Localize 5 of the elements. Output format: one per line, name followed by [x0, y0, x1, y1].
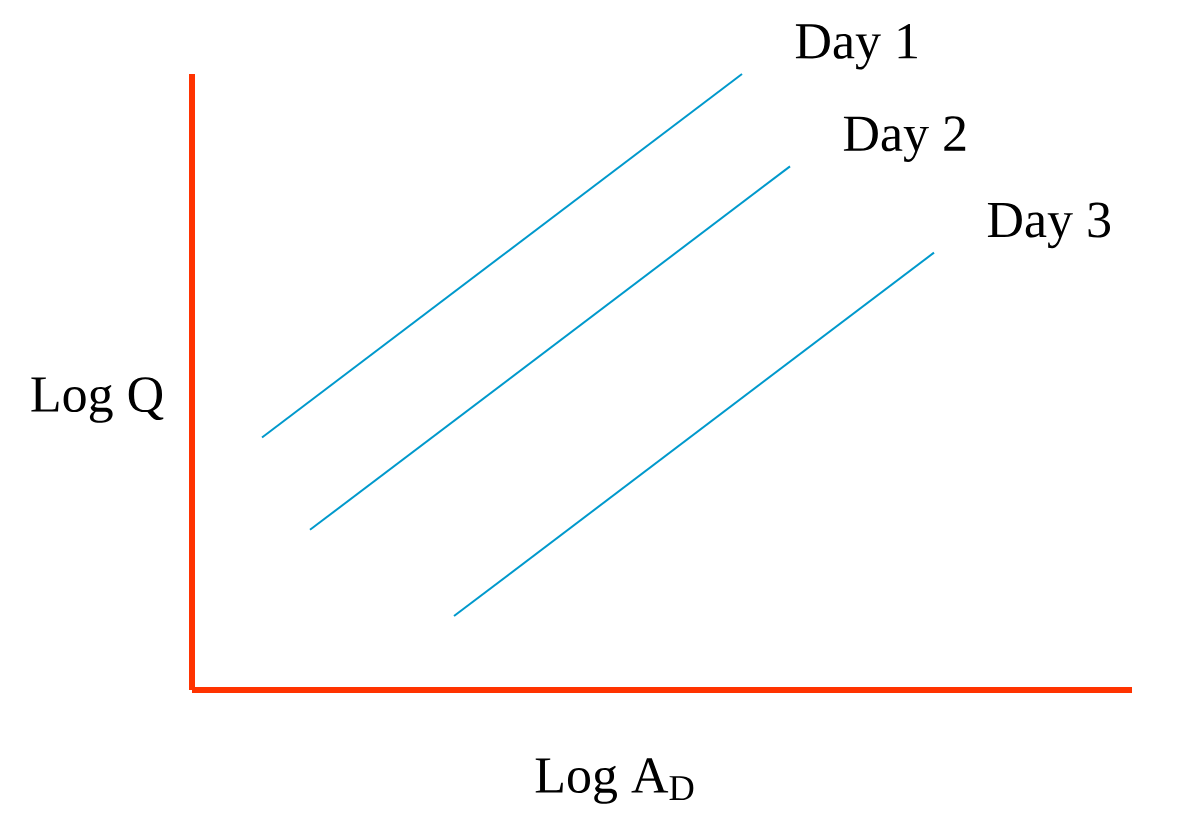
y-axis-title: Log Q — [31, 377, 164, 423]
series-label: Day 3 — [987, 202, 1111, 249]
series-label: Day 2 — [843, 116, 966, 162]
series-label: Day 1 — [795, 24, 917, 70]
x-axis-title: Log A$_{D}$ — [535, 758, 694, 804]
